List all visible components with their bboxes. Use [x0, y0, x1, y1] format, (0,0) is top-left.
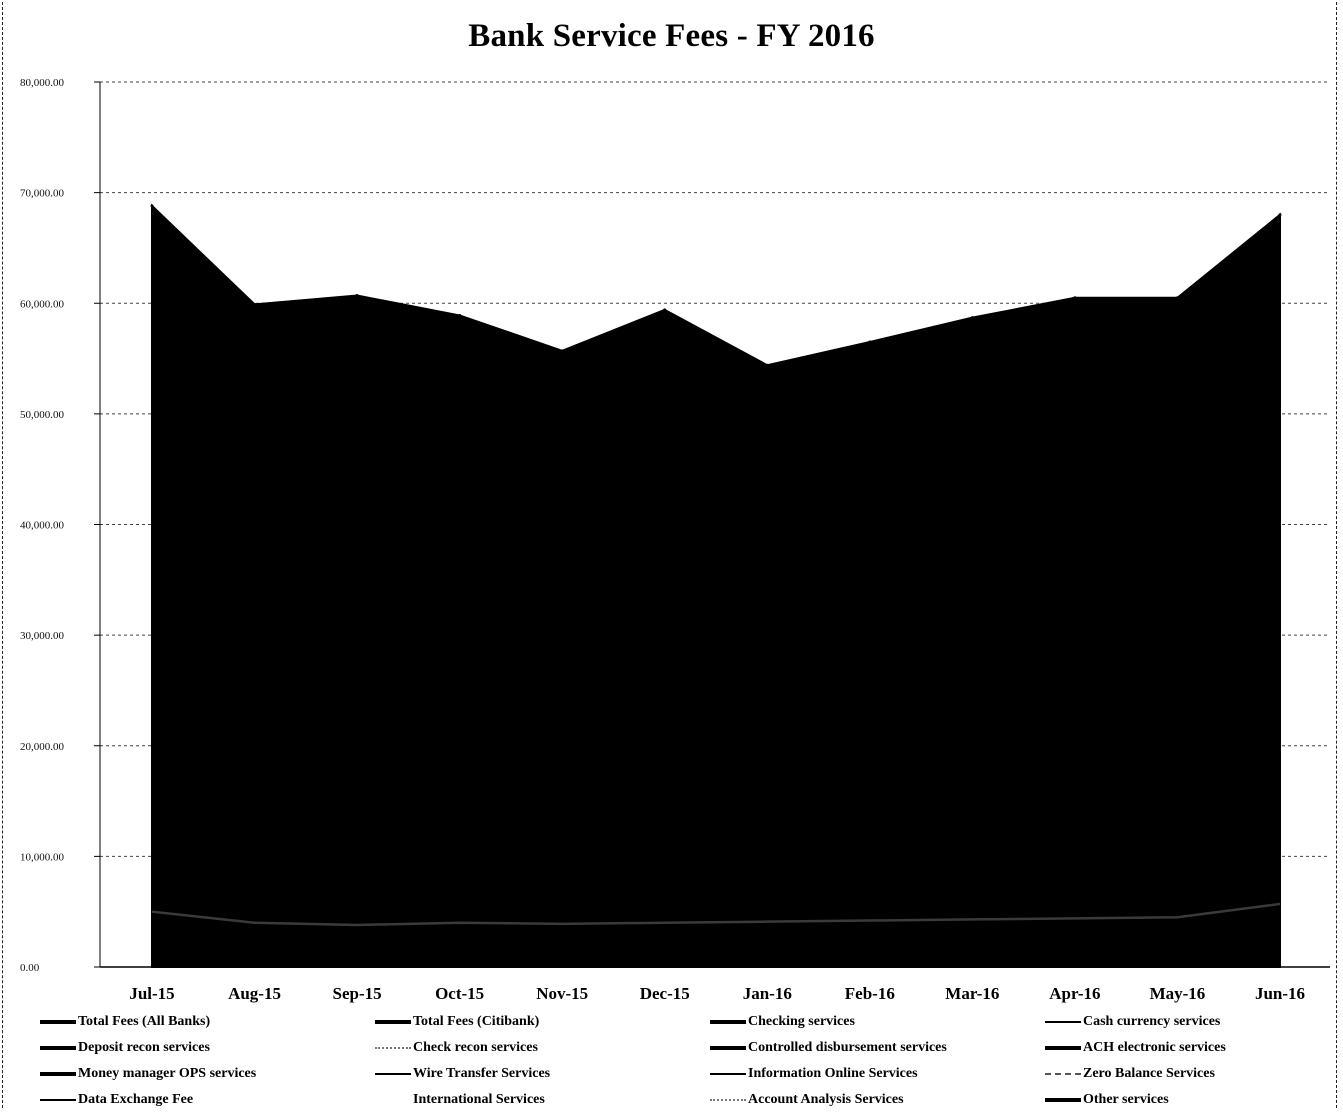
- legend-label: Cash currency services: [1083, 1013, 1221, 1029]
- legend: Total Fees (All Banks) Total Fees (Citiba…: [40, 1010, 1330, 1111]
- legend-swatch: [1045, 1020, 1081, 1023]
- legend-item: Data Exchange Fee: [40, 1088, 375, 1111]
- data-point: [765, 363, 769, 367]
- legend-swatch: [1045, 1045, 1081, 1050]
- legend-label: ACH electronic services: [1083, 1039, 1226, 1055]
- legend-label: Deposit recon services: [78, 1039, 210, 1055]
- legend-swatch: [375, 1072, 411, 1075]
- legend-item: Cash currency services: [1045, 1010, 1330, 1033]
- legend-item: Total Fees (Citibank): [375, 1010, 710, 1033]
- legend-item: Money manager OPS services: [40, 1062, 375, 1085]
- legend-item: Check recon services: [375, 1036, 710, 1059]
- legend-swatch: [375, 1098, 411, 1102]
- legend-swatch: [710, 1098, 746, 1101]
- data-point: [1278, 213, 1282, 217]
- legend-label: Wire Transfer Services: [413, 1065, 551, 1081]
- legend-item: Wire Transfer Services: [375, 1062, 710, 1085]
- series-line-low: [151, 902, 1281, 927]
- legend-swatch: [375, 1019, 411, 1024]
- y-tick-label: 60,000.00: [20, 298, 65, 310]
- legend-item: Other services: [1045, 1088, 1330, 1111]
- x-tick-label: May-16: [1150, 984, 1206, 1003]
- legend-label: Controlled disbursement services: [748, 1039, 947, 1055]
- legend-swatch: [710, 1019, 746, 1024]
- legend-label: International Services: [413, 1091, 545, 1107]
- data-point: [253, 302, 257, 306]
- y-tick-label: 50,000.00: [20, 409, 65, 421]
- legend-item: Controlled disbursement services: [710, 1036, 1045, 1059]
- legend-swatch: [1045, 1072, 1081, 1075]
- legend-swatch: [710, 1045, 746, 1050]
- legend-item: International Services: [375, 1088, 710, 1111]
- legend-item: Information Online Services: [710, 1062, 1045, 1085]
- legend-label: Total Fees (All Banks): [78, 1013, 211, 1029]
- y-tick-label: 10,000.00: [20, 851, 65, 863]
- legend-label: Zero Balance Services: [1083, 1065, 1215, 1081]
- data-point: [663, 308, 667, 312]
- data-point: [868, 340, 872, 344]
- x-tick-label: Mar-16: [945, 984, 999, 1003]
- legend-item: Deposit recon services: [40, 1036, 375, 1059]
- data-point: [458, 313, 462, 317]
- chart-title: Bank Service Fees - FY 2016: [468, 18, 875, 54]
- legend-item: Checking services: [710, 1010, 1045, 1033]
- data-point: [1175, 296, 1179, 300]
- y-tick-label: 20,000.00: [20, 741, 65, 753]
- legend-label: Check recon services: [413, 1039, 538, 1055]
- x-tick-label: Dec-15: [640, 984, 690, 1003]
- y-tick-label: 30,000.00: [20, 630, 65, 642]
- data-point: [150, 204, 154, 208]
- legend-swatch: [40, 1019, 76, 1024]
- x-tick-label: Jun-16: [1255, 984, 1305, 1003]
- x-tick-label: Sep-15: [333, 984, 382, 1003]
- legend-label: Information Online Services: [748, 1065, 918, 1081]
- x-tick-label: Feb-16: [845, 984, 895, 1003]
- legend-swatch: [710, 1072, 746, 1075]
- legend-item: Total Fees (All Banks): [40, 1010, 375, 1033]
- plot-area: 0.00 10,000.00 20,000.00 30,000.00 40,000.00…: [20, 77, 1330, 1003]
- legend-swatch: [40, 1098, 76, 1101]
- data-point: [970, 316, 974, 320]
- legend-item: Account Analysis Services: [710, 1088, 1045, 1111]
- data-point: [1073, 296, 1077, 300]
- y-tick-label: 80,000.00: [20, 77, 65, 89]
- legend-label: Checking services: [748, 1013, 855, 1029]
- y-tick-label: 0.00: [20, 962, 40, 974]
- y-tick-label: 40,000.00: [20, 520, 65, 532]
- legend-swatch: [40, 1045, 76, 1050]
- x-tick-label: Nov-15: [536, 984, 588, 1003]
- x-tick-label: Jul-15: [129, 984, 174, 1003]
- series-area-total-fees: [151, 203, 1281, 968]
- legend-label: Data Exchange Fee: [78, 1091, 194, 1107]
- x-tick-label: Apr-16: [1049, 984, 1100, 1003]
- x-tick-label: Oct-15: [435, 984, 484, 1003]
- legend-swatch: [375, 1046, 411, 1049]
- legend-label: Total Fees (Citibank): [413, 1013, 540, 1029]
- legend-swatch: [40, 1071, 76, 1076]
- x-tick-label: Aug-15: [228, 984, 281, 1003]
- legend-label: Money manager OPS services: [78, 1065, 257, 1081]
- legend-label: Account Analysis Services: [748, 1091, 904, 1107]
- data-point: [355, 294, 359, 298]
- legend-label: Other services: [1083, 1091, 1169, 1107]
- y-tick-label: 70,000.00: [20, 188, 65, 200]
- x-tick-label: Jan-16: [743, 984, 792, 1003]
- legend-item: ACH electronic services: [1045, 1036, 1330, 1059]
- data-point: [560, 349, 564, 353]
- legend-item: Zero Balance Services: [1045, 1062, 1330, 1085]
- legend-swatch: [1045, 1097, 1081, 1102]
